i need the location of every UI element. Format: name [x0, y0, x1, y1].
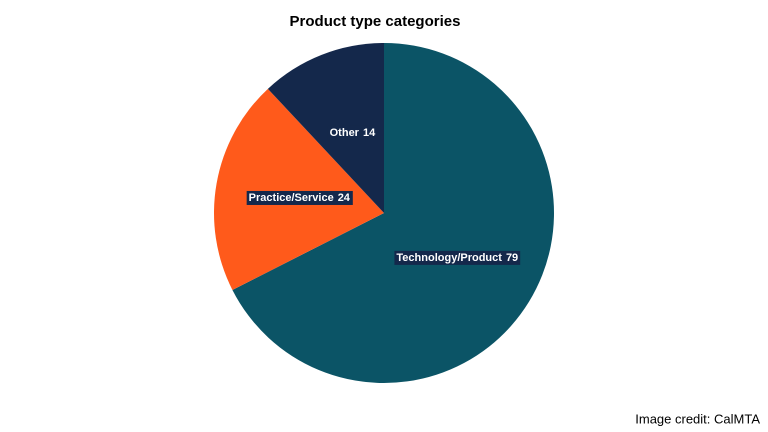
label-value: 14: [363, 127, 376, 139]
chart-title: Product type categories: [290, 13, 461, 30]
pie-slice: [213, 88, 384, 290]
data-label: Technology/Product 79: [394, 250, 521, 265]
label-category: Practice/Service: [249, 192, 334, 204]
data-label: Other 14: [327, 125, 379, 140]
data-label: Practice/Service 24: [246, 190, 353, 205]
label-category: Other: [330, 127, 360, 139]
label-background: [394, 250, 521, 265]
pie-slice: [267, 43, 384, 213]
label-category: Technology/Product: [396, 252, 502, 264]
label-value: 24: [338, 192, 351, 204]
label-background: [327, 125, 379, 140]
data-label-text: Other 14: [330, 127, 376, 139]
data-label-text: Practice/Service 24: [249, 192, 351, 204]
data-label-text: Technology/Product 79: [396, 252, 518, 264]
label-background: [246, 190, 353, 205]
image-credit: Image credit: CalMTA: [635, 411, 760, 426]
pie-slice: [232, 43, 554, 383]
label-value: 79: [506, 252, 518, 264]
